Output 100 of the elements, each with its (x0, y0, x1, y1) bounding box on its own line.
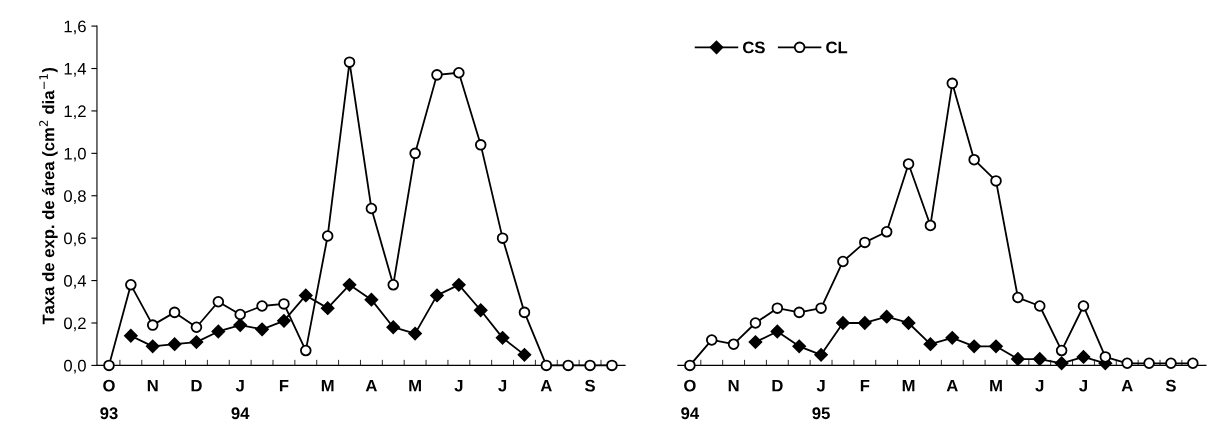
x-tick-label: D (772, 379, 783, 392)
point (190, 321, 203, 333)
point (167, 337, 182, 351)
point (1054, 356, 1069, 371)
point (945, 331, 960, 345)
y-tick-label: 0,8 (64, 190, 86, 204)
point (1076, 350, 1091, 364)
point (793, 306, 805, 319)
point (814, 347, 828, 362)
point (278, 298, 290, 310)
point (103, 359, 115, 372)
y-tick-label: 0,2 (64, 317, 86, 332)
y-tick-label: 1,0 (64, 147, 86, 162)
y-tick-label: 1,2 (64, 105, 86, 120)
point (430, 288, 444, 303)
point (880, 226, 893, 238)
point (145, 339, 160, 354)
x-tick-label: D (191, 379, 202, 392)
point (858, 316, 872, 330)
point (409, 147, 421, 160)
point (684, 359, 696, 372)
x-tick-label: N (728, 379, 739, 392)
point (584, 359, 596, 372)
point (901, 316, 916, 330)
point (364, 292, 379, 307)
point (256, 300, 268, 312)
point (452, 278, 466, 292)
x-tick-label: A (946, 379, 958, 392)
point (431, 69, 443, 81)
y-tick-label: 0,4 (64, 274, 87, 289)
point (234, 308, 246, 321)
point (1165, 357, 1177, 370)
y-axis-title: Taxa de exp. de área (cm$^{2}$ dia$^{−1}$) (39, 67, 58, 325)
point (540, 359, 553, 372)
x-tick-label: O 93 (100, 379, 118, 420)
point (124, 328, 138, 343)
point (837, 255, 849, 268)
x-tick-label: F (860, 379, 870, 392)
point (300, 344, 312, 357)
x-tick-label: A (365, 379, 377, 392)
x-tick-label: J (1035, 379, 1044, 392)
point (408, 326, 422, 341)
point (1033, 300, 1046, 312)
point (233, 318, 247, 332)
point (1143, 357, 1155, 370)
point (727, 338, 740, 350)
x-tick-label: F (279, 379, 289, 392)
x-tick-label: M (990, 379, 1002, 392)
point (606, 359, 618, 372)
point (321, 230, 334, 242)
point (562, 359, 574, 372)
point (902, 158, 915, 170)
point (517, 347, 532, 362)
point (474, 139, 487, 151)
point (365, 202, 378, 215)
point (473, 303, 488, 318)
x-tick-label: J 94 (231, 379, 250, 420)
point (705, 334, 718, 346)
y-tick-label: 0,6 (64, 232, 86, 247)
x-tick-label: N (147, 379, 158, 392)
x-tick-label: J (454, 379, 463, 392)
point (1032, 352, 1047, 366)
point (990, 175, 1002, 187)
point (1055, 344, 1068, 357)
point (211, 324, 226, 339)
point (342, 278, 357, 292)
y-tick-label: 0,0 (64, 359, 86, 374)
point (212, 296, 225, 308)
legend-label: CS (743, 41, 765, 54)
point (343, 56, 356, 68)
point (125, 279, 137, 291)
point (1187, 357, 1199, 370)
point (320, 301, 335, 315)
point (946, 77, 959, 90)
x-tick-label: J (1079, 379, 1087, 392)
point (168, 306, 181, 319)
x-tick-label: J (498, 379, 507, 392)
point (815, 302, 827, 314)
point (836, 316, 850, 330)
point (1011, 352, 1025, 366)
y-tick-label: 1,4 (64, 63, 87, 77)
x-tick-label: A (540, 379, 552, 392)
legend-label: CL (826, 41, 848, 54)
point (387, 279, 400, 291)
point (967, 339, 981, 354)
point (923, 337, 938, 351)
point (924, 219, 937, 232)
point (989, 339, 1003, 354)
y-tick-label: 1,6 (64, 20, 86, 35)
x-tick-label: J 95 (812, 379, 830, 420)
x-tick-label: M (321, 379, 334, 392)
point (255, 322, 269, 337)
point (453, 66, 465, 79)
point (518, 306, 531, 319)
x-tick-label: O 94 (681, 379, 700, 420)
x-tick-label: A (1121, 379, 1133, 392)
point (298, 288, 313, 303)
point (146, 319, 159, 331)
point (386, 320, 401, 335)
point (770, 324, 785, 339)
